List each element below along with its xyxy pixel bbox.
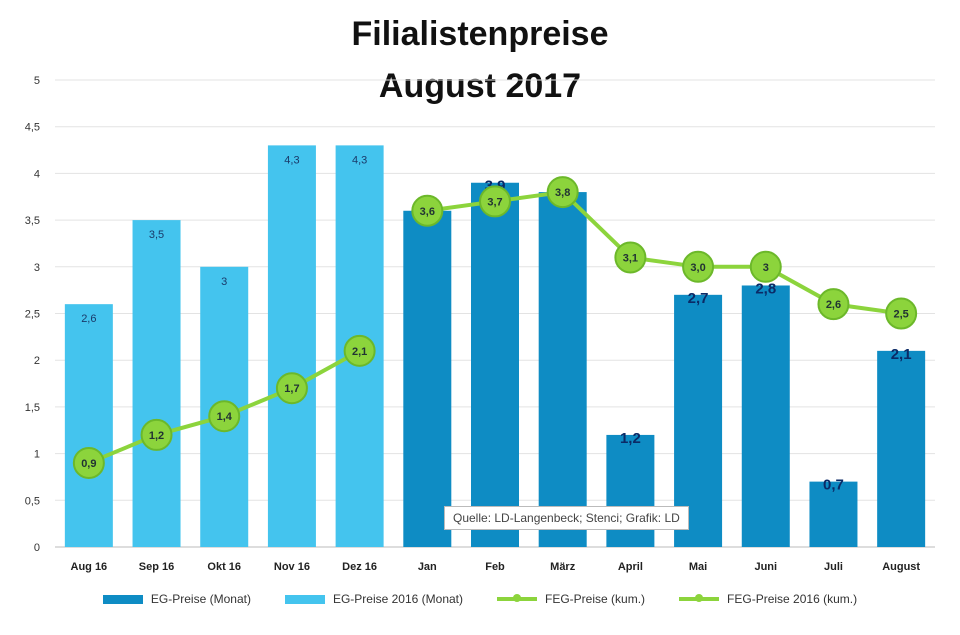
line-point [72,446,105,479]
line-data-label: 1,4 [217,411,233,423]
y-tick-label: 4 [34,168,40,180]
bar-data-label: 3,5 [149,229,164,241]
legend-item-eg-preise-2016: EG-Preise 2016 (Monat) [284,592,464,606]
legend-swatch-green-line [679,594,720,602]
bar-data-label: 2,1 [891,346,912,363]
y-tick-label: 2 [34,355,40,367]
line-point [479,185,511,218]
line-data-label: 3 [763,262,769,274]
line-point [614,241,647,274]
legend-label: EG-Preise (Monat) [150,592,251,606]
bar [809,481,858,547]
legend-swatch-green-line [497,594,538,602]
bar-data-label: 3 [221,276,227,288]
line-point [546,176,579,209]
bar [606,434,655,547]
line-point [749,250,782,283]
line-data-label: 3,1 [623,252,638,264]
y-tick-label: 0 [34,542,40,554]
line-data-label: 3,8 [555,187,570,199]
line-point [140,418,173,451]
bar-data-label: 1,2 [620,430,641,447]
x-tick-label: April [618,561,643,573]
legend-item-feg-preise-2016: FEG-Preise 2016 (kum.) [679,592,857,606]
x-tick-label: Dez 16 [342,561,377,573]
bar [471,182,519,548]
bar [877,350,926,547]
x-tick-label: Sep 16 [139,561,174,573]
bar-data-label: 2,6 [81,313,96,325]
line-point [817,288,850,321]
y-tick-label: 1,5 [25,402,40,414]
legend-item-feg-preise: FEG-Preise (kum.) [497,592,645,606]
y-tick-label: 3,5 [25,215,40,227]
x-tick-label: März [550,561,576,573]
y-tick-label: 4,5 [25,122,40,134]
x-tick-label: Jan [418,561,437,573]
legend-label: FEG-Preise (kum.) [545,592,646,606]
line-data-label: 1,2 [149,430,164,442]
line-point [275,372,308,405]
line-data-label: 3,0 [690,262,705,274]
x-tick-label: Okt 16 [207,561,241,573]
bar-data-label: 2,8 [755,280,776,297]
line-point [208,400,241,433]
x-tick-label: Juni [754,561,777,573]
line-point [411,194,444,227]
bar-data-label: 4,3 [284,154,299,166]
x-tick-label: Aug 16 [71,561,108,573]
y-tick-label: 3 [34,262,40,274]
x-tick-label: Nov 16 [274,561,310,573]
legend-label: FEG-Preise 2016 (kum.) [727,592,858,606]
bar [64,304,113,547]
bar-data-label: 0,7 [823,477,844,494]
legend-swatch-light-blue [284,594,325,604]
line-data-label: 1,7 [284,383,299,395]
bar [741,285,790,547]
bar [538,192,587,547]
bar-data-label: 4,3 [352,154,367,166]
line-data-label: 3,7 [487,196,502,208]
x-tick-label: Feb [485,561,505,573]
legend-item-eg-preise: EG-Preise (Monat) [102,592,251,606]
y-tick-label: 5 [34,75,40,87]
y-tick-label: 0,5 [25,495,40,507]
y-tick-label: 2,5 [25,309,40,321]
source-note: Quelle: LD-Langenbeck; Stenci; Grafik: L… [444,506,689,530]
line-data-label: 2,5 [894,309,909,321]
line-data-label: 3,6 [420,206,435,218]
line-point [343,334,376,367]
legend-label: EG-Preise 2016 (Monat) [332,592,464,606]
line-point [885,297,918,330]
line-point [682,250,715,283]
legend: EG-Preise (Monat) EG-Preise 2016 (Monat)… [0,592,960,606]
bar [403,210,452,547]
line-data-label: 2,1 [352,346,367,358]
bar [674,294,723,547]
legend-swatch-dark-blue [102,594,143,604]
bar [267,145,316,547]
x-tick-label: August [882,561,920,573]
x-tick-label: Juli [824,561,843,573]
x-tick-label: Mai [689,561,707,573]
chart-title-line-2: August 2017 [378,67,582,105]
chart-title-line-1: Filialistenpreise [351,15,609,53]
line-data-label: 0,9 [81,458,96,470]
y-tick-label: 1 [34,449,40,461]
line-data-label: 2,6 [826,299,841,311]
bar [132,220,181,547]
bar-data-label: 2,7 [688,290,709,307]
